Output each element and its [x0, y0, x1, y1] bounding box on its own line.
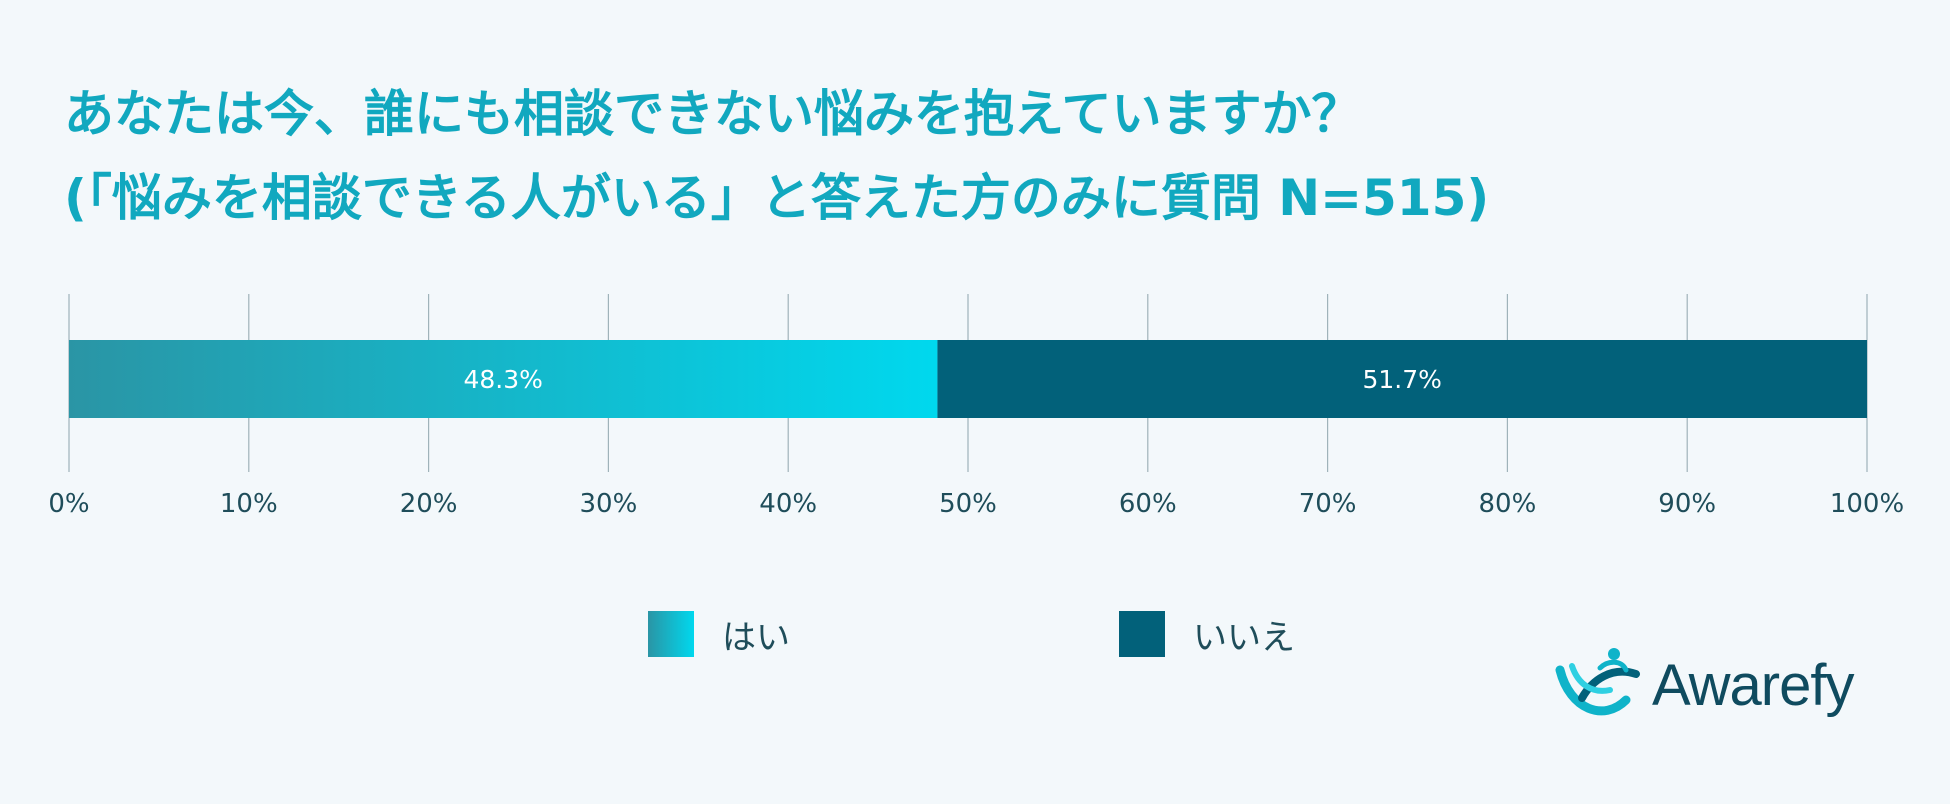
x-tick-label: 80%: [1479, 489, 1537, 519]
title-line-1: あなたは今、誰にも相談できない悩みを抱えていますか？: [64, 85, 1362, 143]
bar-segment-yes: [69, 340, 938, 418]
awarefy-logo: Awarefy: [1552, 640, 1892, 730]
title-line-2: (「悩みを相談できる人がいる」と答えた方のみに質問 N=515): [64, 169, 1490, 227]
stacked-bar-chart: 48.3% 51.7% 0% 10% 20% 30% 40% 50% 60% 70% 80% 90%…: [48, 294, 1904, 519]
awarefy-logo-icon: [1555, 648, 1640, 716]
x-tick-label: 90%: [1658, 489, 1716, 519]
x-tick-label: 100%: [1830, 489, 1904, 519]
legend-swatch-yes: [648, 611, 694, 657]
legend-item-yes: はい: [648, 610, 790, 658]
x-tick-label: 0%: [48, 489, 89, 519]
x-tick-label: 50%: [939, 489, 997, 519]
x-tick-label: 60%: [1119, 489, 1177, 519]
bar-segment-no: [937, 340, 1867, 418]
x-tick-label: 10%: [220, 489, 278, 519]
data-label-no: 51.7%: [1363, 365, 1442, 394]
x-tick-label: 70%: [1299, 489, 1357, 519]
legend-label-yes: はい: [722, 617, 790, 658]
legend-swatch-no: [1119, 611, 1165, 657]
legend-label-no: いいえ: [1193, 617, 1295, 658]
data-label-yes: 48.3%: [464, 365, 543, 394]
x-tick-label: 40%: [759, 489, 817, 519]
chart-title: あなたは今、誰にも相談できない悩みを抱えていますか？ (「悩みを相談できる人がい…: [64, 72, 1864, 240]
x-tick-label: 20%: [400, 489, 458, 519]
x-tick-label: 30%: [580, 489, 638, 519]
bars: 48.3% 51.7%: [69, 340, 1867, 418]
legend-item-no: いいえ: [1119, 610, 1295, 658]
logo-wordmark: Awarefy: [1652, 652, 1854, 718]
x-axis-ticks: 0% 10% 20% 30% 40% 50% 60% 70% 80% 90% 100%: [48, 489, 1904, 519]
